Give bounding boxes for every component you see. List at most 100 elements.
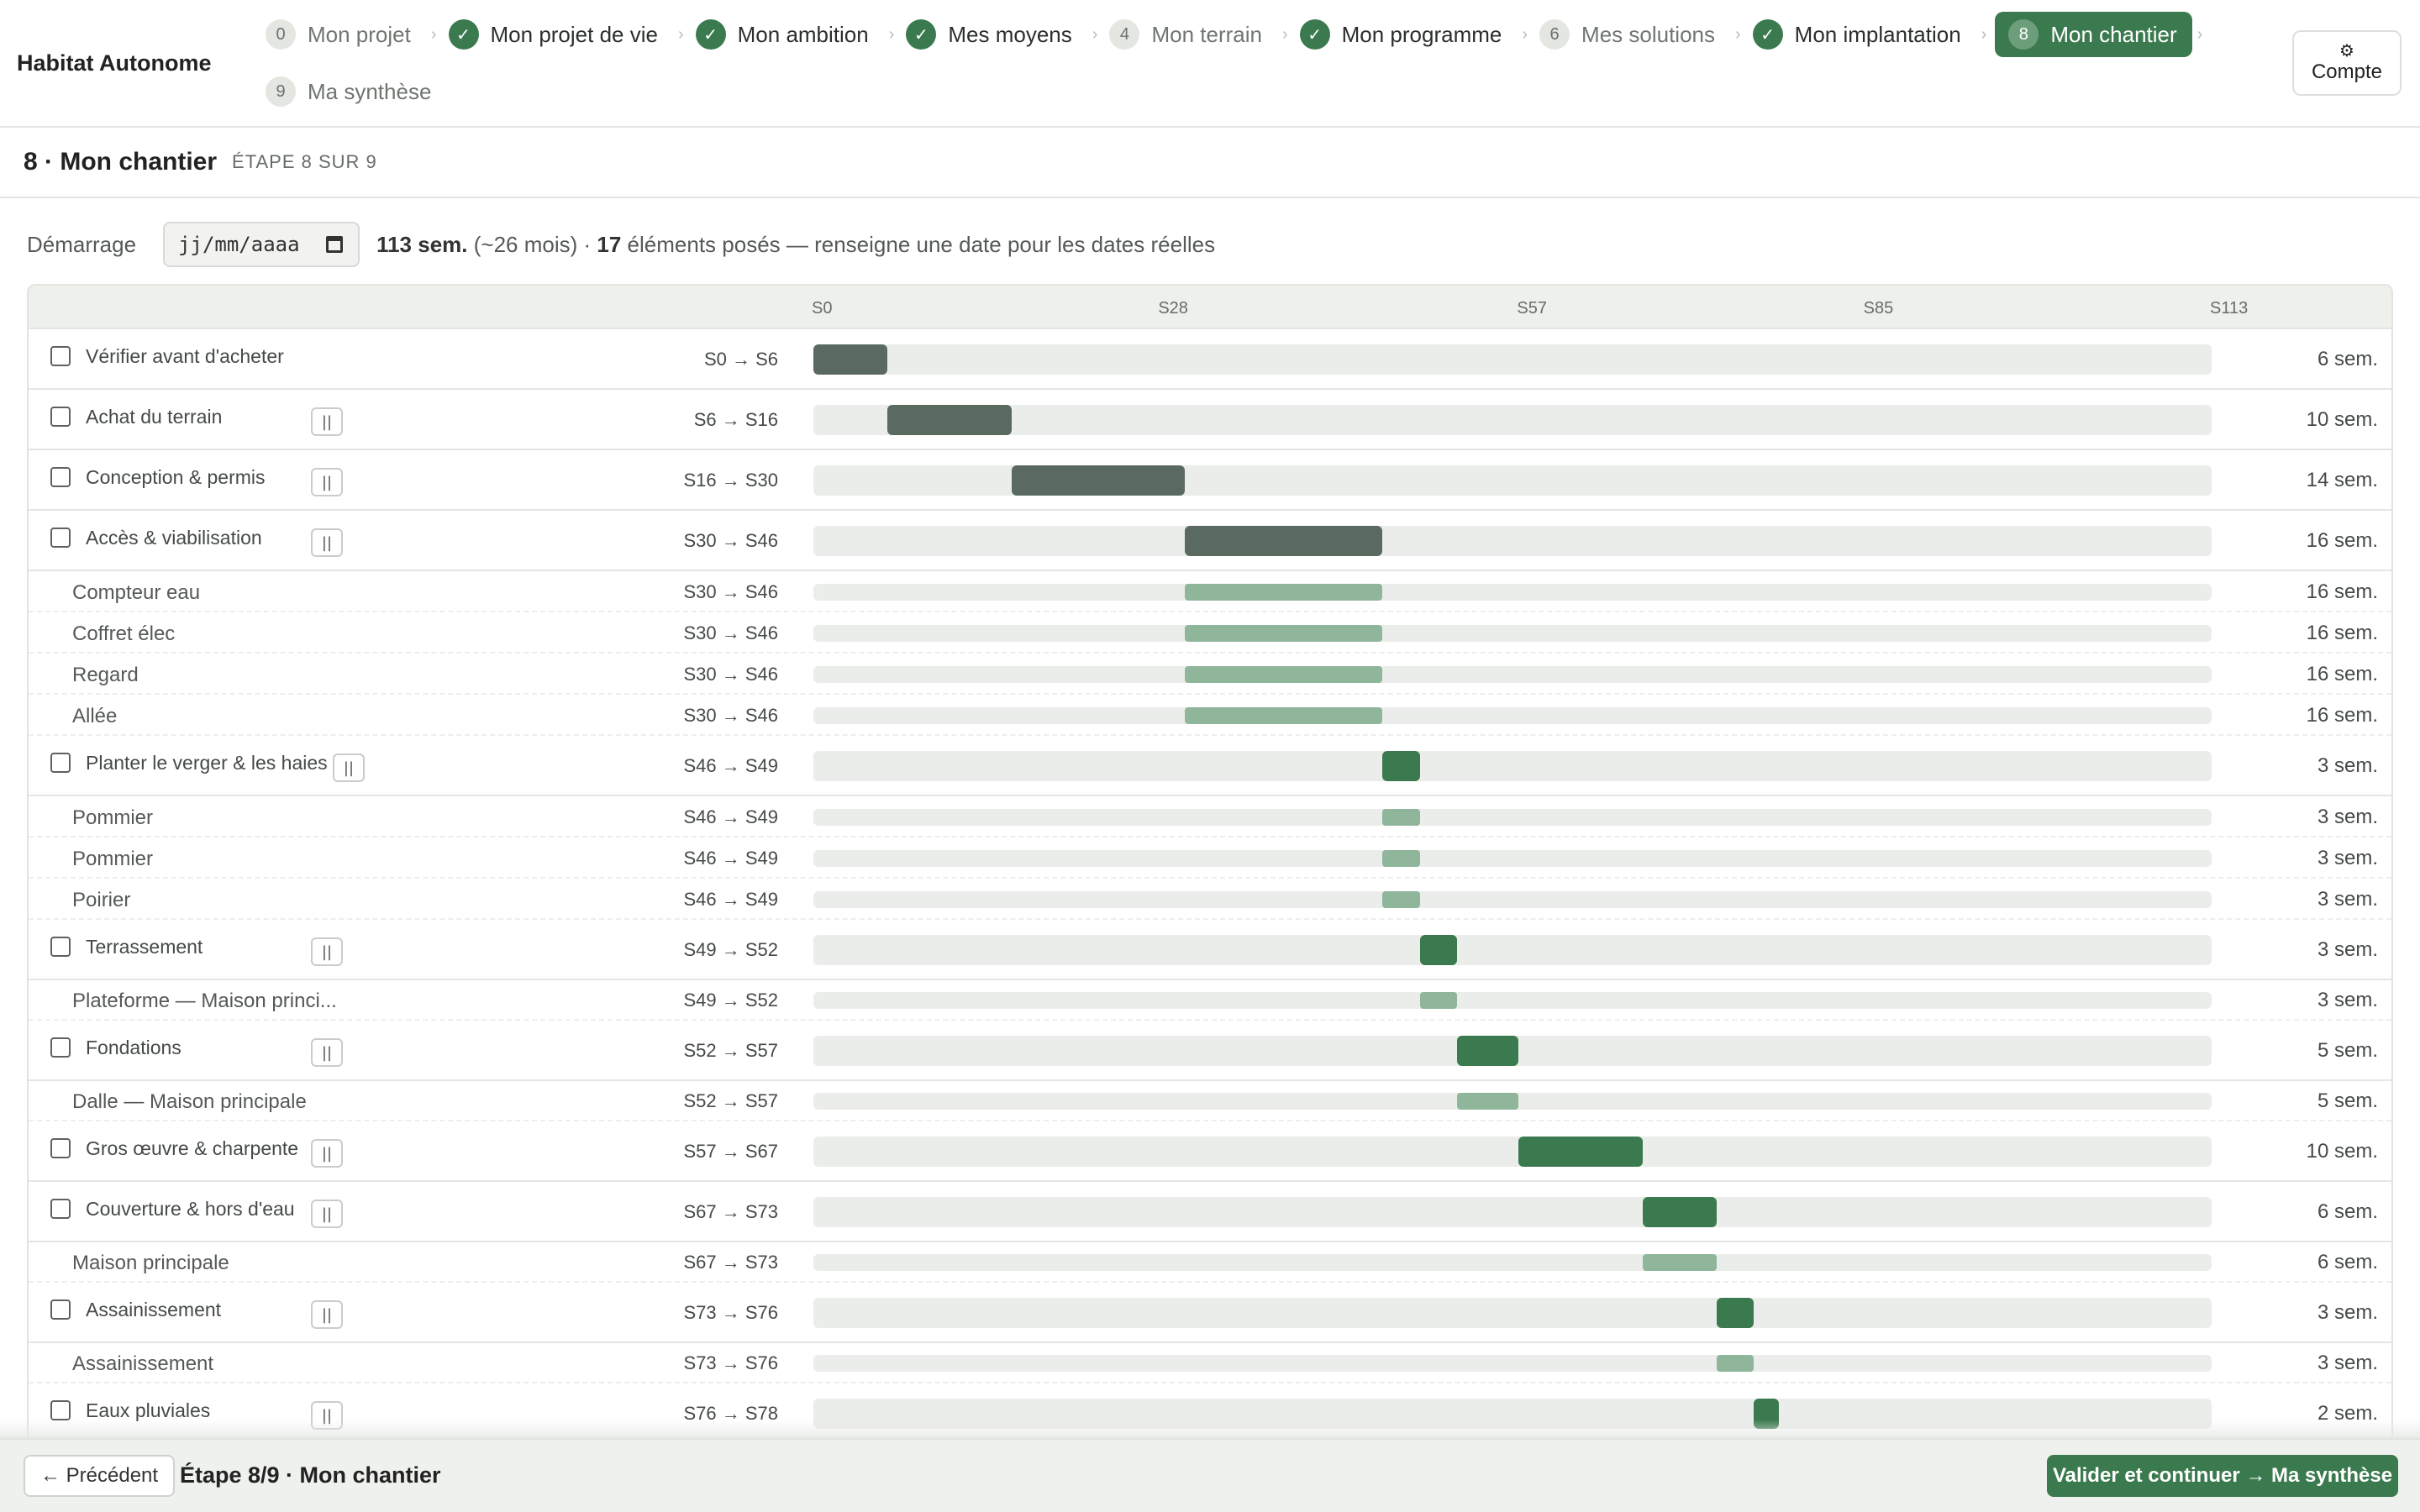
step-label: Ma synthèse — [308, 78, 432, 104]
pause-button[interactable]: || — [311, 407, 343, 436]
step-5[interactable]: ✓ Mon programme — [1297, 12, 1518, 57]
duration: 6 sem. — [2317, 1200, 2378, 1223]
task-checkbox[interactable] — [50, 407, 71, 427]
task-bar[interactable] — [813, 344, 888, 375]
task-checkbox[interactable] — [50, 753, 71, 773]
step-1[interactable]: ✓ Mon projet de vie — [445, 12, 673, 57]
calendar-icon[interactable] — [326, 236, 344, 253]
duration: 5 sem. — [2317, 1089, 2378, 1112]
chevron-right-icon: › — [1092, 24, 1098, 44]
pause-button[interactable]: || — [311, 1038, 343, 1067]
task-checkbox[interactable] — [50, 467, 71, 487]
previous-button[interactable]: ← Précédent — [24, 1455, 176, 1497]
subtask-row: Maison principale S67 → S73 6 sem. — [29, 1242, 2391, 1283]
chevron-right-icon: › — [1735, 24, 1741, 44]
duration: 5 sem. — [2317, 1039, 2378, 1062]
subtask-bar — [1382, 849, 1420, 867]
start-date-row: Démarrage jj/mm/aaaa 113 sem. (~26 mois)… — [27, 222, 1215, 267]
check-icon: ✓ — [906, 19, 937, 50]
step-7[interactable]: ✓ Mon implantation — [1749, 12, 1976, 57]
task-checkbox[interactable] — [50, 1037, 71, 1058]
week-range: S52 → S57 — [683, 1040, 778, 1061]
validate-continue-button[interactable]: Valider et continuer → Ma synthèse — [2047, 1455, 2398, 1497]
step-0[interactable]: 0 Mon projet — [262, 12, 426, 57]
task-bar[interactable] — [1382, 751, 1420, 781]
task-name: Planter le verger & les haies — [86, 752, 328, 774]
subtask-row: Allée S30 → S46 16 sem. — [29, 695, 2391, 736]
subtask-row: Compteur eau S30 → S46 16 sem. — [29, 571, 2391, 612]
pause-button[interactable]: || — [333, 753, 365, 782]
pause-button[interactable]: || — [311, 1139, 343, 1168]
task-bar[interactable] — [1419, 935, 1457, 965]
task-checkbox[interactable] — [50, 1199, 71, 1219]
task-bar[interactable] — [1518, 1137, 1643, 1167]
task-checkbox[interactable] — [50, 1299, 71, 1320]
duration: 16 sem. — [2306, 703, 2378, 727]
week-scale: S0 S28 S57 S85 S113 — [29, 286, 2391, 329]
step-number: 4 — [1109, 19, 1140, 50]
timeline-track — [813, 526, 2212, 556]
subtask-bar — [1382, 808, 1420, 826]
task-bar[interactable] — [1642, 1197, 1717, 1227]
chevron-right-icon: › — [1981, 24, 1987, 44]
task-name: Plateforme — Maison princi... — [72, 990, 337, 1012]
timeline-track — [813, 992, 2212, 1009]
chevron-right-icon: › — [1522, 24, 1528, 44]
task-row: Accès & viabilisation || S30 → S46 16 sem. — [29, 511, 2391, 571]
task-checkbox[interactable] — [50, 1400, 71, 1420]
week-range: S0 → S6 — [703, 349, 778, 370]
step-label: Mon terrain — [1151, 21, 1262, 47]
week-range: S30 → S46 — [683, 622, 778, 643]
timeline-track — [813, 465, 2212, 496]
timeline-track — [813, 1093, 2212, 1110]
subtask-bar — [1716, 1355, 1754, 1372]
task-bar[interactable] — [1011, 465, 1185, 496]
pause-button[interactable]: || — [311, 528, 343, 557]
task-bar[interactable] — [1184, 526, 1383, 556]
step-8[interactable]: 8 Mon chantier — [1995, 12, 2192, 57]
task-name: Terrassement — [86, 936, 203, 958]
task-row: Vérifier avant d'acheter S0 → S6 6 sem. — [29, 329, 2391, 390]
step-6[interactable]: 6 Mes solutions — [1536, 12, 1730, 57]
pause-button[interactable]: || — [311, 1300, 343, 1329]
subtask-bar — [1184, 706, 1383, 724]
step-9[interactable]: 9 Ma synthèse — [262, 69, 446, 114]
task-checkbox[interactable] — [50, 346, 71, 366]
task-name: Conception & permis — [86, 466, 266, 488]
duration: 3 sem. — [2317, 1352, 2378, 1374]
step-number: 9 — [266, 76, 296, 107]
footer-step-label: Étape 8/9 · Mon chantier — [180, 1462, 441, 1488]
account-button[interactable]: ⚙ Compte — [2292, 30, 2402, 96]
duration: 3 sem. — [2317, 754, 2378, 777]
duration: 3 sem. — [2317, 989, 2378, 1011]
week-range: S30 → S46 — [683, 530, 778, 551]
task-checkbox[interactable] — [50, 937, 71, 957]
task-checkbox[interactable] — [50, 528, 71, 548]
subtask-bar — [1456, 1093, 1519, 1110]
step-4[interactable]: 4 Mon terrain — [1106, 12, 1277, 57]
task-bar[interactable] — [887, 405, 1012, 435]
task-name: Assainissement — [72, 1352, 214, 1375]
step-label: Mon implantation — [1794, 21, 1961, 47]
pause-button[interactable]: || — [311, 468, 343, 496]
pause-button[interactable]: || — [311, 1200, 343, 1228]
pause-button[interactable]: || — [311, 937, 343, 966]
subtask-row: Pommier S46 → S49 3 sem. — [29, 837, 2391, 879]
subtask-row: Regard S30 → S46 16 sem. — [29, 654, 2391, 695]
step-3[interactable]: ✓ Mes moyens — [902, 12, 1086, 57]
week-range: S49 → S52 — [683, 990, 778, 1011]
step-label: Mes solutions — [1581, 21, 1715, 47]
duration: 16 sem. — [2306, 529, 2378, 552]
subtask-row: Assainissement S73 → S76 3 sem. — [29, 1343, 2391, 1383]
chevron-right-icon: › — [888, 24, 895, 44]
task-name: Poirier — [72, 888, 131, 911]
total-months: (~26 mois) · — [473, 231, 592, 257]
start-date-input[interactable]: jj/mm/aaaa — [163, 222, 360, 267]
week-tick-label: S28 — [1158, 299, 1188, 318]
task-bar[interactable] — [1456, 1036, 1519, 1066]
duration: 6 sem. — [2317, 1251, 2378, 1273]
task-checkbox[interactable] — [50, 1138, 71, 1158]
duration: 16 sem. — [2306, 580, 2378, 603]
step-2[interactable]: ✓ Mon ambition — [692, 12, 884, 57]
task-bar[interactable] — [1716, 1298, 1754, 1328]
